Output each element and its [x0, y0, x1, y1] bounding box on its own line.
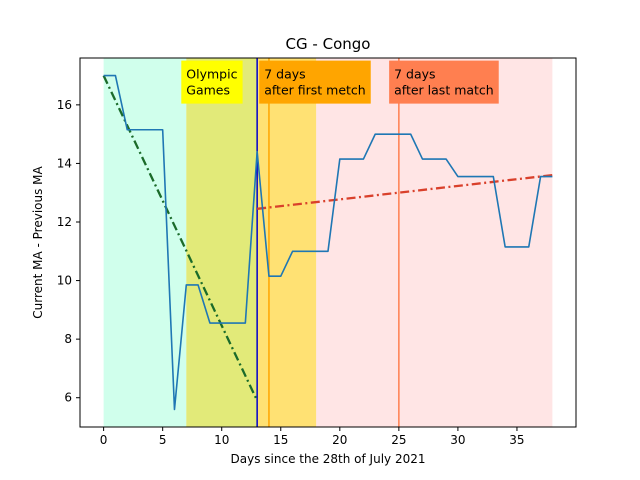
x-tick-label: 15	[273, 433, 288, 447]
y-tick-label: 10	[57, 274, 72, 288]
x-tick-label: 35	[509, 433, 524, 447]
annotation-box	[181, 60, 243, 104]
chart-title: CG - Congo	[286, 35, 371, 53]
y-tick-label: 12	[57, 215, 72, 229]
y-tick-label: 6	[64, 391, 72, 405]
shaded-period-2	[257, 58, 317, 427]
y-tick-label: 16	[57, 98, 72, 112]
x-tick-label: 10	[214, 433, 229, 447]
shaded-period-1	[186, 58, 258, 427]
y-tick-label: 14	[57, 156, 72, 170]
x-tick-label: 5	[159, 433, 167, 447]
shaded-period-0	[103, 58, 187, 427]
x-tick-label: 20	[332, 433, 347, 447]
annotation-box	[259, 60, 371, 104]
x-tick-label: 30	[450, 433, 465, 447]
shaded-period-3	[316, 58, 553, 427]
annotation-text: 7 days	[264, 67, 305, 82]
x-axis-label: Days since the 28th of July 2021	[231, 452, 426, 466]
annotation-box	[389, 60, 499, 104]
annotation-text: after last match	[394, 83, 494, 98]
annotation-text: Games	[186, 83, 230, 98]
annotation-text: Olympic	[186, 67, 237, 82]
y-tick-label: 8	[64, 332, 72, 346]
x-tick-label: 25	[391, 433, 406, 447]
y-axis-label: Current MA - Previous MA	[31, 165, 45, 318]
trend-line-1	[257, 174, 553, 210]
x-tick-label: 0	[100, 433, 108, 447]
annotation-text: after first metch	[264, 83, 366, 98]
annotation-text: 7 days	[394, 67, 435, 82]
plot-frame	[79, 57, 577, 428]
